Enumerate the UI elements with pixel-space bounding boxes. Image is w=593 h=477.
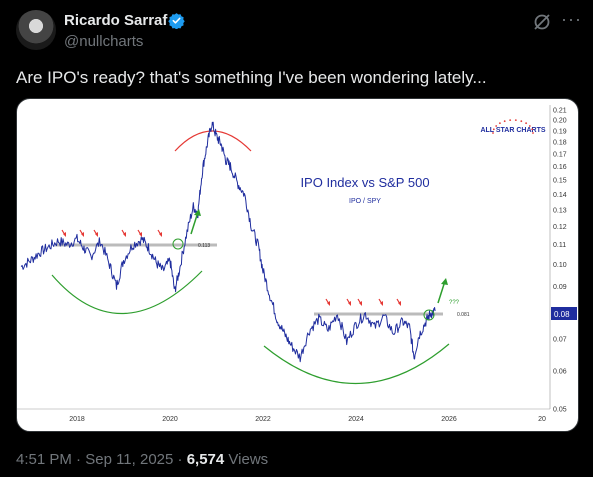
y-tick-label: 0.19 — [553, 128, 567, 135]
red-arrow — [79, 229, 84, 237]
y-tick-label: 0.05 — [553, 407, 567, 414]
meta-separator: · — [76, 451, 86, 468]
y-tick-label: 0.17 — [553, 151, 567, 158]
y-tick-label: 0.12 — [553, 224, 567, 231]
red-arrow — [346, 298, 351, 306]
chart-title: IPO Index vs S&P 500 — [300, 175, 429, 190]
y-tick-label: 0.18 — [553, 140, 567, 147]
red-arrow — [325, 298, 330, 306]
watermark-stars — [492, 119, 534, 134]
y-tick-label: 0.09 — [553, 284, 567, 291]
series-line — [20, 121, 436, 363]
last-value-label: 0.08 — [554, 310, 570, 319]
avatar[interactable] — [16, 10, 56, 50]
display-name[interactable]: Ricardo Sarraf — [64, 12, 168, 29]
tweet-time[interactable]: 4:51 PM — [16, 451, 72, 468]
watermark-star — [495, 125, 498, 127]
x-tick-label: 20 — [538, 416, 546, 423]
watermark-star — [514, 119, 517, 122]
grok-icon[interactable] — [532, 12, 552, 32]
red-arrow — [357, 298, 362, 306]
tweet-meta: 4:51 PM · Sep 11, 2025 · 6,574 Views — [16, 451, 268, 468]
arc-bottom-right — [263, 343, 450, 384]
question-annotation: ??? — [449, 300, 460, 306]
views-label: Views — [228, 451, 269, 468]
y-tick-label: 0.06 — [553, 369, 567, 376]
red-arrow — [137, 229, 142, 237]
y-tick-label: 0.15 — [553, 178, 567, 185]
x-tick-label: 2022 — [255, 416, 271, 423]
watermark-star — [532, 132, 534, 134]
y-tick-label: 0.10 — [553, 262, 567, 269]
handle[interactable]: @nullcharts — [64, 33, 144, 50]
up-arrow-2 — [437, 278, 448, 304]
watermark-star — [492, 128, 495, 131]
red-arrow — [61, 229, 66, 237]
watermark-star — [525, 122, 527, 125]
red-arrow — [157, 229, 162, 237]
breakout-circle-1 — [172, 238, 184, 250]
x-tick-label: 2018 — [69, 416, 85, 423]
breakout-circle-2 — [423, 309, 435, 321]
y-tick-label: 0.20 — [553, 118, 567, 125]
watermark-star — [492, 132, 494, 134]
tweet-date[interactable]: Sep 11, 2025 — [85, 451, 174, 468]
up-arrow-1 — [190, 209, 201, 235]
arc-bottom-left — [51, 270, 203, 315]
x-tick-label: 2024 — [348, 416, 364, 423]
views-count: 6,574 — [186, 451, 225, 468]
watermark-star — [531, 128, 534, 131]
x-tick-label: 2020 — [162, 416, 178, 423]
resistance-label-2: 0.081 — [457, 312, 470, 318]
y-tick-label: 0.21 — [553, 107, 567, 114]
watermark-star — [503, 120, 506, 123]
watermark-star — [509, 119, 512, 122]
watermark-star — [520, 120, 523, 123]
last-value-box — [551, 307, 577, 320]
y-tick-label: 0.07 — [553, 336, 567, 343]
y-tick-label: 0.11 — [553, 242, 566, 249]
red-arrow — [396, 298, 401, 306]
watermark-star — [528, 125, 531, 127]
red-arrow — [121, 229, 126, 237]
meta-separator: · — [177, 451, 187, 468]
chart-subtitle: IPO / SPY — [349, 198, 381, 205]
red-arrow — [378, 298, 383, 306]
verified-badge-icon — [168, 13, 185, 29]
red-arrow — [93, 229, 98, 237]
y-tick-label: 0.14 — [553, 192, 567, 199]
watermark: ALL STAR CHARTS — [480, 127, 545, 134]
arc-top — [174, 130, 252, 152]
tweet-media-chart[interactable]: IPO Index vs S&P 500 IPO / SPY ALL STAR … — [16, 98, 579, 432]
more-icon[interactable]: ··· — [561, 9, 582, 29]
y-tick-label: 0.16 — [553, 164, 567, 171]
y-tick-label: 0.13 — [553, 207, 567, 214]
red-arrows — [61, 229, 401, 306]
tweet-text: Are IPO's ready? that's something I've b… — [16, 68, 487, 87]
resistance-label-1: 0.113 — [198, 243, 210, 249]
x-tick-label: 2026 — [441, 416, 457, 423]
chart: IPO Index vs S&P 500 IPO / SPY ALL STAR … — [17, 105, 577, 423]
watermark-star — [499, 122, 501, 125]
